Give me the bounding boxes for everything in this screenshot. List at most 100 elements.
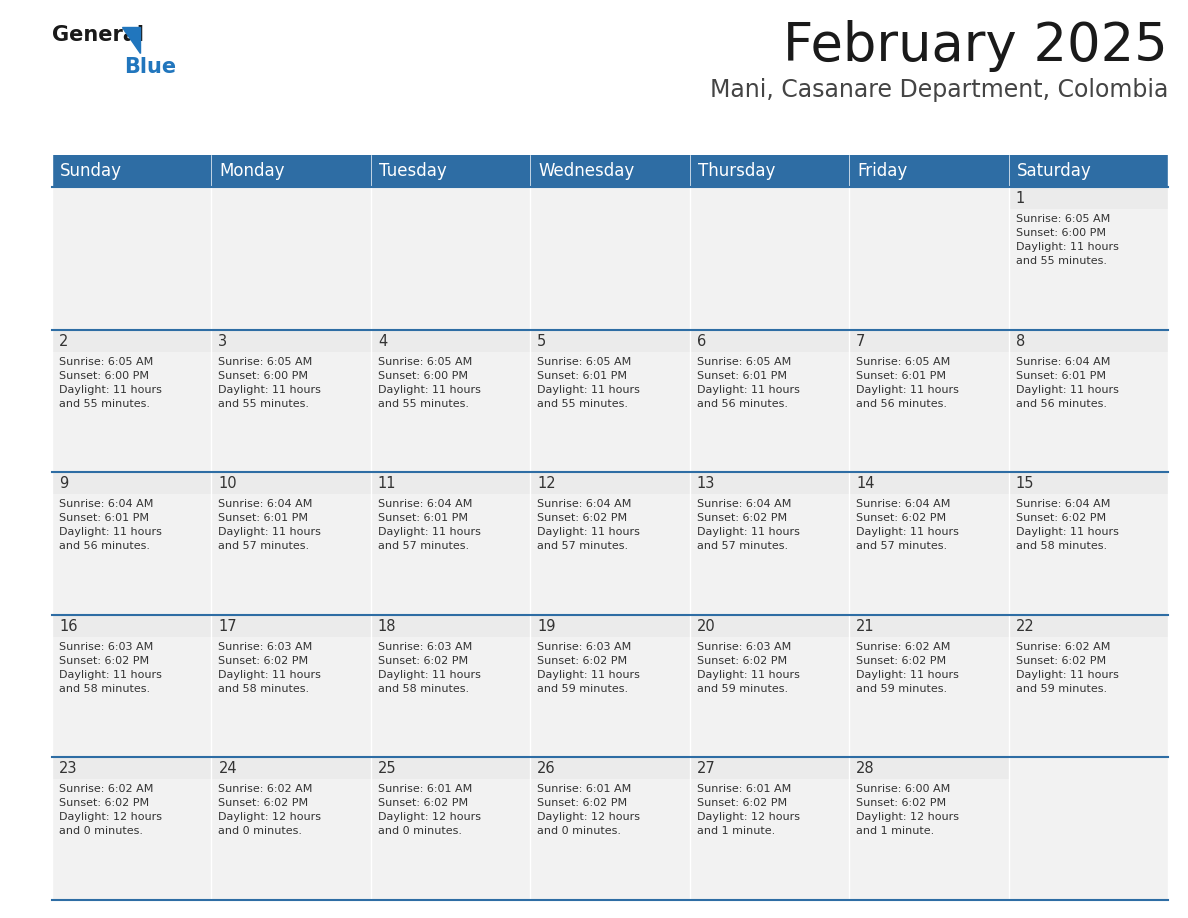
Bar [1009, 615, 1168, 757]
Bar [690, 155, 849, 187]
Text: Daylight: 11 hours: Daylight: 11 hours [537, 527, 640, 537]
Text: Daylight: 11 hours: Daylight: 11 hours [1016, 670, 1118, 680]
Text: 14: 14 [857, 476, 874, 491]
Text: 5: 5 [537, 333, 546, 349]
Bar [371, 472, 530, 615]
Bar [211, 187, 371, 330]
Text: and 55 minutes.: and 55 minutes. [378, 398, 469, 409]
Bar [211, 330, 371, 352]
Text: and 59 minutes.: and 59 minutes. [857, 684, 947, 694]
Bar [530, 615, 690, 637]
Text: and 55 minutes.: and 55 minutes. [59, 398, 150, 409]
Text: Blue: Blue [124, 57, 176, 77]
Bar [1009, 187, 1168, 209]
Text: Sunrise: 6:03 AM: Sunrise: 6:03 AM [219, 642, 312, 652]
Bar [371, 615, 530, 637]
Text: Daylight: 12 hours: Daylight: 12 hours [857, 812, 959, 823]
Text: Daylight: 11 hours: Daylight: 11 hours [696, 527, 800, 537]
Text: and 57 minutes.: and 57 minutes. [219, 542, 310, 551]
Text: Thursday: Thursday [697, 162, 775, 180]
Text: 28: 28 [857, 761, 874, 777]
Text: and 58 minutes.: and 58 minutes. [219, 684, 310, 694]
Text: Sunset: 6:02 PM: Sunset: 6:02 PM [378, 799, 468, 809]
Bar [690, 472, 849, 615]
Text: Sunrise: 6:05 AM: Sunrise: 6:05 AM [219, 356, 312, 366]
Text: Sunrise: 6:03 AM: Sunrise: 6:03 AM [59, 642, 153, 652]
Text: Sunset: 6:02 PM: Sunset: 6:02 PM [59, 655, 150, 666]
Bar [690, 615, 849, 757]
Bar [211, 615, 371, 757]
Bar [690, 330, 849, 352]
Text: Sunset: 6:02 PM: Sunset: 6:02 PM [219, 799, 309, 809]
Text: 15: 15 [1016, 476, 1034, 491]
Bar [52, 615, 211, 637]
Text: Sunset: 6:01 PM: Sunset: 6:01 PM [59, 513, 148, 523]
Text: Daylight: 11 hours: Daylight: 11 hours [59, 670, 162, 680]
Bar [52, 472, 211, 494]
Text: Daylight: 11 hours: Daylight: 11 hours [219, 527, 321, 537]
Bar [1009, 187, 1168, 330]
Text: Friday: Friday [858, 162, 908, 180]
Text: Sunrise: 6:05 AM: Sunrise: 6:05 AM [857, 356, 950, 366]
Text: Daylight: 11 hours: Daylight: 11 hours [378, 527, 481, 537]
Bar [690, 472, 849, 494]
Text: Monday: Monday [220, 162, 285, 180]
Text: Sunset: 6:02 PM: Sunset: 6:02 PM [1016, 655, 1106, 666]
Text: Sunset: 6:02 PM: Sunset: 6:02 PM [1016, 513, 1106, 523]
Text: Daylight: 12 hours: Daylight: 12 hours [219, 812, 322, 823]
Bar [52, 472, 211, 615]
Text: Daylight: 11 hours: Daylight: 11 hours [1016, 242, 1118, 252]
Text: Daylight: 11 hours: Daylight: 11 hours [857, 527, 959, 537]
Text: Sunrise: 6:05 AM: Sunrise: 6:05 AM [696, 356, 791, 366]
Text: Daylight: 11 hours: Daylight: 11 hours [857, 385, 959, 395]
Text: 26: 26 [537, 761, 556, 777]
Text: 27: 27 [696, 761, 715, 777]
Text: Daylight: 11 hours: Daylight: 11 hours [219, 385, 321, 395]
Text: Sunset: 6:02 PM: Sunset: 6:02 PM [696, 513, 786, 523]
Text: Daylight: 11 hours: Daylight: 11 hours [537, 385, 640, 395]
Bar [530, 757, 690, 900]
Text: and 0 minutes.: and 0 minutes. [537, 826, 621, 836]
Polygon shape [122, 27, 140, 53]
Text: 10: 10 [219, 476, 238, 491]
Bar [371, 757, 530, 779]
Text: and 55 minutes.: and 55 minutes. [537, 398, 628, 409]
Text: Sunset: 6:02 PM: Sunset: 6:02 PM [537, 513, 627, 523]
Bar [371, 472, 530, 494]
Bar [690, 757, 849, 900]
Bar [211, 615, 371, 637]
Bar [211, 757, 371, 900]
Bar [530, 615, 690, 757]
Text: and 58 minutes.: and 58 minutes. [59, 684, 150, 694]
Bar [211, 757, 371, 779]
Text: Sunrise: 6:01 AM: Sunrise: 6:01 AM [696, 784, 791, 794]
Text: and 58 minutes.: and 58 minutes. [378, 684, 469, 694]
Text: Sunset: 6:02 PM: Sunset: 6:02 PM [537, 655, 627, 666]
Bar [371, 615, 530, 757]
Bar [849, 757, 1009, 900]
Text: Sunrise: 6:04 AM: Sunrise: 6:04 AM [696, 499, 791, 509]
Text: Sunrise: 6:04 AM: Sunrise: 6:04 AM [857, 499, 950, 509]
Bar [849, 472, 1009, 494]
Bar [1009, 330, 1168, 352]
Bar [211, 472, 371, 494]
Text: Sunrise: 6:04 AM: Sunrise: 6:04 AM [1016, 499, 1110, 509]
Text: 23: 23 [59, 761, 77, 777]
Text: Daylight: 12 hours: Daylight: 12 hours [537, 812, 640, 823]
Text: and 59 minutes.: and 59 minutes. [696, 684, 788, 694]
Bar [530, 757, 690, 779]
Text: 24: 24 [219, 761, 238, 777]
Text: Daylight: 12 hours: Daylight: 12 hours [696, 812, 800, 823]
Bar [530, 472, 690, 494]
Bar [690, 615, 849, 637]
Text: Sunset: 6:02 PM: Sunset: 6:02 PM [59, 799, 150, 809]
Text: and 57 minutes.: and 57 minutes. [537, 542, 628, 551]
Bar [1009, 155, 1168, 187]
Text: Sunset: 6:01 PM: Sunset: 6:01 PM [537, 371, 627, 381]
Text: and 57 minutes.: and 57 minutes. [857, 542, 947, 551]
Bar [530, 330, 690, 472]
Bar [371, 757, 530, 900]
Text: and 0 minutes.: and 0 minutes. [219, 826, 303, 836]
Text: and 0 minutes.: and 0 minutes. [59, 826, 143, 836]
Text: Wednesday: Wednesday [538, 162, 634, 180]
